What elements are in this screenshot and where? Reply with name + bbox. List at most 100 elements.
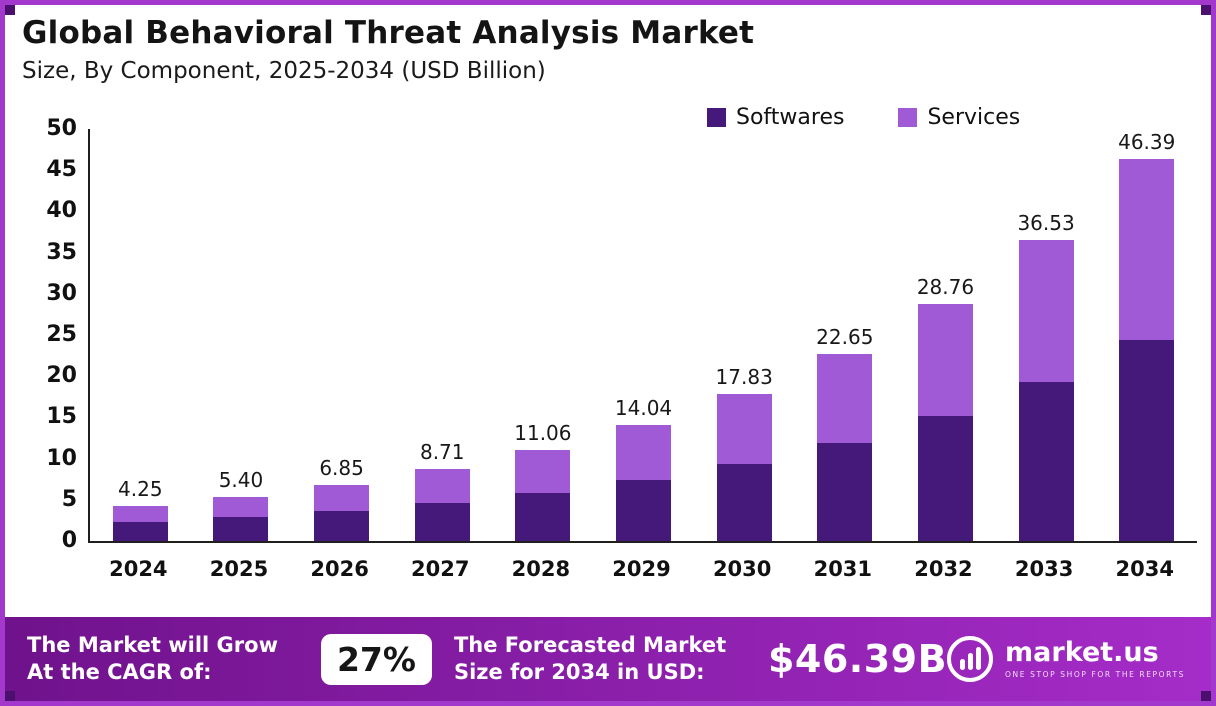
cagr-label: The Market will Grow At the CAGR of: xyxy=(27,632,278,684)
bar-total-label-2030: 17.83 xyxy=(715,365,773,390)
x-label-2026: 2026 xyxy=(310,557,369,581)
bar-stack-2024 xyxy=(112,506,168,541)
y-tick-50: 50 xyxy=(46,116,77,141)
legend-swatch xyxy=(898,108,918,127)
bar-total-label-2026: 6.85 xyxy=(319,455,364,480)
legend-label: Softwares xyxy=(736,105,845,130)
chart-subtitle: Size, By Component, 2025-2034 (USD Billi… xyxy=(22,58,546,84)
bar-2031-services xyxy=(817,354,873,443)
corner-accent-bottom-right xyxy=(1201,691,1211,701)
market-us-logo-icon xyxy=(947,636,994,682)
bar-group-2027: 8.71 xyxy=(392,129,493,541)
bar-2028-services xyxy=(515,449,571,493)
bar-stack-2031 xyxy=(817,354,873,541)
bar-total-label-2027: 8.71 xyxy=(419,440,465,465)
y-axis: 0 5 10 15 20 25 30 35 40 45 50 xyxy=(5,116,81,553)
x-label-2033: 2033 xyxy=(1014,557,1074,581)
x-label-2027: 2027 xyxy=(411,557,470,581)
chart-title: Global Behavioral Threat Analysis Market xyxy=(22,15,755,51)
legend-swatch xyxy=(707,108,726,127)
logo-bar-icon xyxy=(960,659,966,670)
bar-2033-services xyxy=(1018,240,1074,383)
y-tick-45: 45 xyxy=(46,157,77,183)
bar-2024-services xyxy=(112,506,168,523)
bar-2034-softwares xyxy=(1119,339,1175,541)
bar-stack-2032 xyxy=(917,304,973,541)
forecast-label: The Forecasted Market Size for 2034 in U… xyxy=(453,632,727,684)
y-tick-20: 20 xyxy=(46,363,77,389)
logo-bar-icon xyxy=(968,653,974,670)
x-label-2029: 2029 xyxy=(612,557,671,581)
bar-2030-services xyxy=(716,394,772,464)
bar-group-2031: 22.65 xyxy=(794,129,895,541)
bar-total-label-2032: 28.76 xyxy=(916,275,975,300)
bar-stack-2027 xyxy=(414,469,470,541)
bar-total-label-2029: 14.04 xyxy=(614,396,673,421)
bar-total-label-2024: 4.25 xyxy=(118,477,163,501)
corner-accent-top-left xyxy=(5,5,15,15)
bar-group-2025: 5.40 xyxy=(191,129,292,541)
y-tick-40: 40 xyxy=(46,198,77,224)
y-tick-15: 15 xyxy=(46,404,77,430)
bar-2025-services xyxy=(213,496,269,518)
y-tick-5: 5 xyxy=(61,486,77,512)
y-tick-10: 10 xyxy=(46,445,77,471)
corner-accent-bottom-left xyxy=(5,691,15,701)
legend-item-services: Services xyxy=(898,105,1020,130)
legend: Softwares Services xyxy=(707,105,1020,130)
bar-group-2033: 36.53 xyxy=(996,129,1097,541)
bar-group-2029: 14.04 xyxy=(593,129,694,541)
x-label-2032: 2032 xyxy=(914,557,973,581)
logo-bar-icon xyxy=(976,647,982,670)
bars-container: 4.25 5.40 6.85 8.71 11.06 14.04 17.83 22.65 28.7… xyxy=(90,129,1197,541)
bar-total-label-2028: 11.06 xyxy=(514,420,572,445)
bar-total-label-2031: 22.65 xyxy=(816,325,874,350)
bar-2029-softwares xyxy=(616,479,672,541)
y-tick-0: 0 xyxy=(61,528,77,553)
x-label-2024: 2024 xyxy=(109,557,168,581)
bar-total-label-2025: 5.40 xyxy=(218,467,264,492)
bar-2032-services xyxy=(917,304,973,417)
brand-name: market.us xyxy=(1005,637,1159,668)
bar-2032-softwares xyxy=(917,416,973,541)
bar-2034-services xyxy=(1119,158,1175,340)
x-label-2030: 2030 xyxy=(712,557,772,581)
bar-stack-2025 xyxy=(213,496,269,541)
bar-stack-2034 xyxy=(1119,158,1175,541)
y-tick-30: 30 xyxy=(46,280,77,306)
x-label-2025: 2025 xyxy=(209,557,269,581)
bar-2024-softwares xyxy=(112,522,168,541)
bar-2028-softwares xyxy=(515,492,571,541)
bar-2027-softwares xyxy=(414,503,470,541)
bar-stack-2033 xyxy=(1018,240,1074,541)
bar-group-2026: 6.85 xyxy=(291,129,392,541)
bar-2029-services xyxy=(616,425,672,480)
bar-2027-services xyxy=(414,469,470,504)
brand-tagline: ONE STOP SHOP FOR THE REPORTS xyxy=(1005,670,1185,679)
bar-group-2032: 28.76 xyxy=(895,129,996,541)
corner-accent-top-right xyxy=(1201,5,1211,15)
bar-group-2024: 4.25 xyxy=(90,129,191,541)
bar-2033-softwares xyxy=(1018,382,1074,541)
bar-group-2028: 11.06 xyxy=(493,129,594,541)
bar-group-2030: 17.83 xyxy=(694,129,795,541)
cagr-value-badge: 27% xyxy=(320,633,432,685)
plot-area: 4.25 5.40 6.85 8.71 11.06 14.04 17.83 22.65 28.7… xyxy=(88,129,1197,543)
bar-stack-2026 xyxy=(314,484,370,541)
x-axis-labels: 2024 2025 2026 2027 2028 2029 2030 2031 2032 2033… xyxy=(88,557,1195,581)
bar-2026-services xyxy=(314,484,370,512)
bar-2026-softwares xyxy=(314,511,370,541)
legend-item-softwares: Softwares xyxy=(707,105,844,130)
bar-2031-softwares xyxy=(817,442,873,541)
bar-stack-2028 xyxy=(515,449,571,541)
x-label-2031: 2031 xyxy=(813,557,873,581)
y-tick-25: 25 xyxy=(46,322,77,347)
brand-text: market.us ONE STOP SHOP FOR THE REPORTS xyxy=(1005,639,1185,679)
y-tick-35: 35 xyxy=(46,239,77,265)
footer-banner: The Market will Grow At the CAGR of: 27%… xyxy=(5,617,1211,701)
forecast-value: $46.39B xyxy=(767,637,948,681)
x-label-2034: 2034 xyxy=(1115,557,1174,581)
bar-stack-2029 xyxy=(616,425,672,541)
chart-header: Global Behavioral Threat Analysis Market… xyxy=(22,15,754,84)
